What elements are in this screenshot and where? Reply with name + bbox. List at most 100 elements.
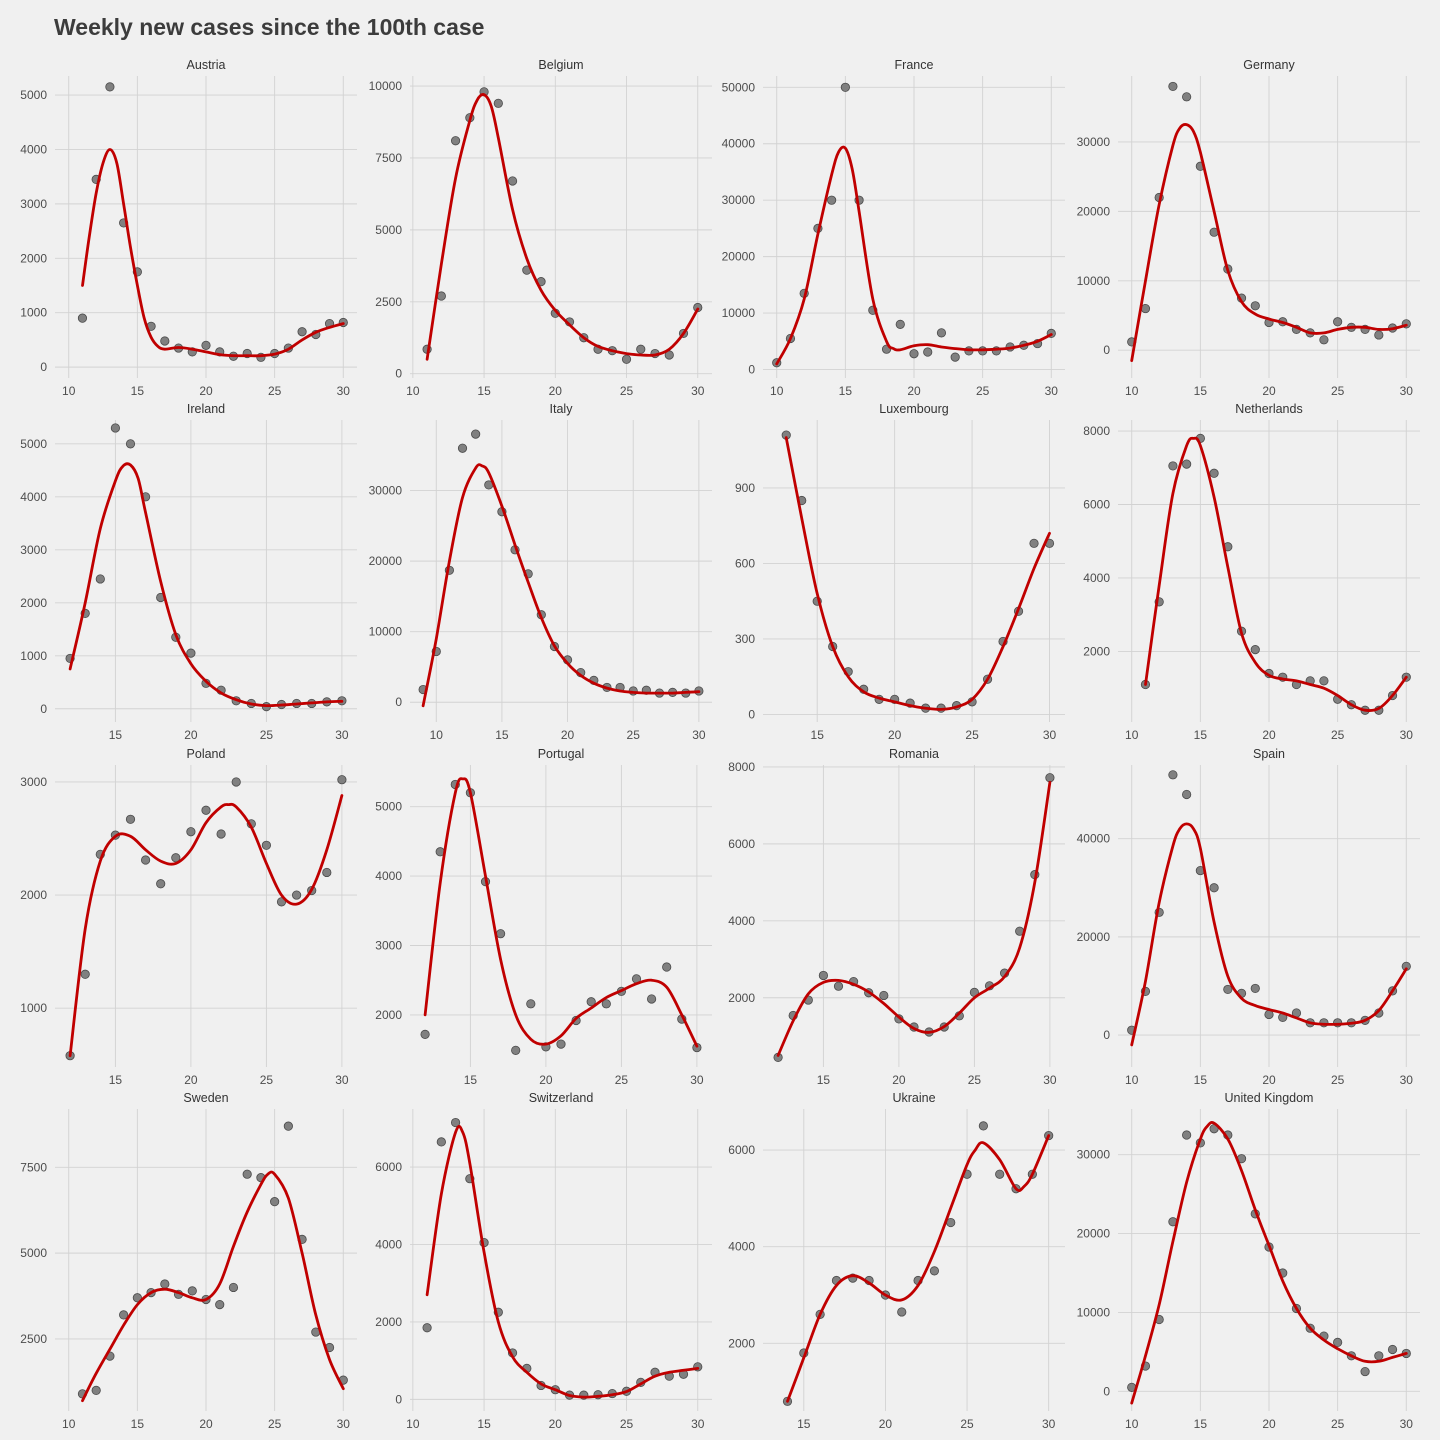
y-tick-label: 2500 — [375, 295, 402, 309]
data-point — [1374, 1351, 1384, 1361]
x-tick-label: 25 — [260, 728, 274, 742]
data-point — [662, 962, 672, 972]
x-tick-label: 10 — [1125, 1073, 1139, 1087]
data-point — [1168, 770, 1178, 780]
data-point — [1168, 81, 1178, 92]
y-tick-label: 20000 — [1077, 1227, 1111, 1241]
panel-title: Poland — [187, 747, 226, 761]
x-tick-label: 15 — [131, 384, 145, 398]
data-point — [1319, 676, 1329, 686]
data-point — [450, 136, 461, 146]
y-tick-label: 1000 — [20, 306, 47, 320]
y-tick-label: 2000 — [728, 1336, 755, 1350]
trend-line — [1130, 123, 1408, 362]
x-tick-label: 30 — [691, 384, 705, 398]
data-point — [215, 1300, 225, 1310]
data-point — [119, 1310, 129, 1320]
data-point — [646, 994, 657, 1004]
y-tick-label: 40000 — [1077, 832, 1111, 846]
data-point — [160, 336, 170, 346]
x-tick-label: 25 — [968, 1073, 982, 1087]
data-point — [187, 1286, 197, 1296]
panel-title: Netherlands — [1235, 402, 1302, 416]
x-tick-label: 30 — [691, 1417, 705, 1431]
x-tick-label: 15 — [797, 1417, 811, 1431]
data-point — [526, 999, 536, 1009]
y-tick-label: 0 — [40, 360, 47, 374]
y-tick-label: 7500 — [375, 151, 402, 165]
trend-line — [775, 145, 1053, 366]
y-tick-label: 2000 — [728, 991, 755, 1005]
y-tick-label: 5000 — [375, 800, 402, 814]
data-point — [77, 313, 88, 323]
panel-title: United Kingdom — [1225, 1091, 1314, 1105]
x-tick-label: 30 — [1400, 384, 1414, 398]
data-point — [950, 352, 960, 362]
data-point — [840, 82, 850, 92]
data-point — [929, 1266, 940, 1276]
data-point — [1209, 883, 1219, 893]
y-tick-label: 6000 — [728, 1143, 755, 1157]
data-point — [125, 814, 136, 824]
y-tick-label: 6000 — [728, 837, 755, 851]
y-tick-label: 10000 — [369, 79, 403, 93]
x-tick-label: 20 — [1262, 728, 1276, 742]
data-point — [923, 347, 933, 357]
y-tick-label: 10000 — [369, 625, 403, 639]
y-tick-label: 0 — [748, 707, 755, 721]
x-tick-label: 25 — [268, 1417, 282, 1431]
panel-romania: Romania 15 20 25 30 2000 4000 6000 8000 — [728, 747, 1065, 1087]
data-point — [283, 1121, 293, 1131]
panel-title: Portugal — [538, 747, 585, 761]
y-tick-label: 20000 — [1077, 204, 1111, 218]
trend-line — [68, 462, 344, 708]
x-tick-label: 25 — [620, 384, 634, 398]
y-tick-label: 3000 — [20, 543, 47, 557]
panel-sweden: Sweden 10 15 20 25 30 2500 5000 7500 — [20, 1091, 357, 1431]
data-point — [228, 1282, 239, 1293]
data-point — [95, 574, 105, 584]
x-tick-label: 15 — [109, 728, 123, 742]
x-tick-label: 20 — [549, 384, 563, 398]
y-tick-label: 10000 — [1077, 274, 1111, 288]
panel-title: Luxembourg — [879, 402, 949, 416]
panel-title: Ireland — [187, 402, 225, 416]
y-tick-label: 0 — [1103, 1028, 1110, 1042]
data-point — [1182, 92, 1192, 102]
x-tick-label: 20 — [184, 728, 198, 742]
y-tick-label: 900 — [735, 481, 755, 495]
x-tick-label: 30 — [335, 1073, 349, 1087]
data-point — [995, 1169, 1005, 1179]
data-point — [141, 855, 151, 865]
data-point — [1250, 301, 1260, 311]
y-tick-label: 0 — [748, 363, 755, 377]
data-point — [636, 344, 646, 354]
data-point — [507, 176, 518, 186]
x-tick-label: 20 — [907, 384, 921, 398]
x-tick-label: 20 — [892, 1073, 906, 1087]
data-point — [242, 1169, 252, 1179]
x-tick-label: 30 — [1043, 728, 1057, 742]
y-tick-label: 30000 — [1077, 135, 1111, 149]
y-tick-label: 30000 — [369, 484, 403, 498]
data-point — [1319, 335, 1329, 345]
x-tick-label: 30 — [335, 728, 349, 742]
data-point — [422, 1323, 432, 1333]
y-tick-label: 2000 — [20, 251, 47, 265]
y-tick-label: 4000 — [375, 869, 402, 883]
data-point — [978, 1121, 988, 1131]
trend-line — [423, 777, 699, 1048]
y-tick-label: 20000 — [722, 250, 756, 264]
data-point — [186, 827, 196, 837]
panel-italy: Italy 10 15 20 25 30 0 10000 20000 30000 — [369, 402, 712, 742]
x-tick-label: 20 — [199, 384, 213, 398]
x-tick-label: 10 — [406, 1417, 420, 1431]
x-tick-label: 15 — [1194, 1417, 1208, 1431]
data-point — [1209, 468, 1219, 478]
x-tick-label: 15 — [817, 1073, 831, 1087]
y-tick-label: 1000 — [20, 649, 47, 663]
x-tick-label: 25 — [268, 384, 282, 398]
x-tick-label: 25 — [960, 1417, 974, 1431]
x-tick-label: 15 — [839, 384, 853, 398]
